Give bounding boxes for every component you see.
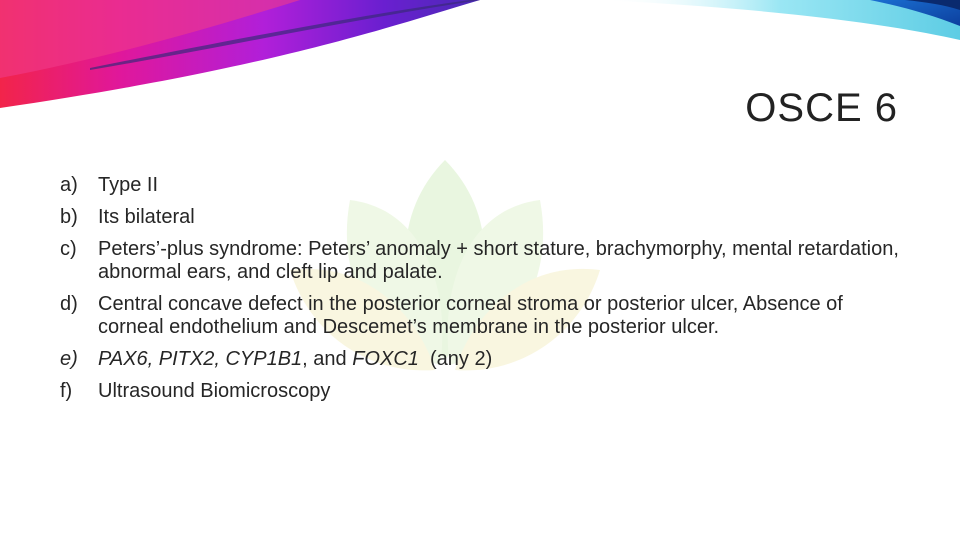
- answer-list: a) Type II b) Its bilateral c) Peters’-p…: [60, 174, 900, 412]
- gene-names: PAX6, PITX2, CYP1B1: [98, 348, 303, 370]
- list-marker: c): [60, 238, 77, 260]
- list-marker: b): [60, 206, 78, 228]
- list-item-text: Peters’-plus syndrome: Peters’ anomaly +…: [98, 238, 899, 283]
- list-item: b) Its bilateral: [60, 206, 900, 229]
- slide-title: OSCE 6: [745, 86, 898, 130]
- list-marker: f): [60, 380, 73, 402]
- list-item-text: PAX6, PITX2, CYP1B1, and FOXC1 (any 2): [98, 348, 900, 371]
- list-marker: d): [60, 293, 78, 315]
- note: (any 2): [418, 348, 493, 370]
- lotus-watermark: [290, 160, 600, 371]
- list-item-text: Ultrasound Biomicroscopy: [98, 380, 331, 402]
- list-item-text: Its bilateral: [98, 206, 195, 228]
- gene-name-last: FOXC1: [352, 348, 419, 370]
- list-marker: a): [60, 174, 78, 196]
- list-item-text: Central concave defect in the posterior …: [98, 293, 843, 338]
- header-ribbon-decoration: [0, 0, 960, 108]
- list-item: d) Central concave defect in the posteri…: [60, 293, 900, 339]
- list-item: a) Type II: [60, 174, 900, 197]
- list-item: f) Ultrasound Biomicroscopy: [60, 380, 900, 403]
- list-item: c) Peters’-plus syndrome: Peters’ anomal…: [60, 238, 900, 284]
- conjunction: , and: [302, 348, 353, 370]
- list-marker: e): [60, 348, 78, 370]
- list-item-text: Type II: [98, 174, 159, 196]
- list-item: e) PAX6, PITX2, CYP1B1, and FOXC1 (any 2…: [60, 348, 900, 371]
